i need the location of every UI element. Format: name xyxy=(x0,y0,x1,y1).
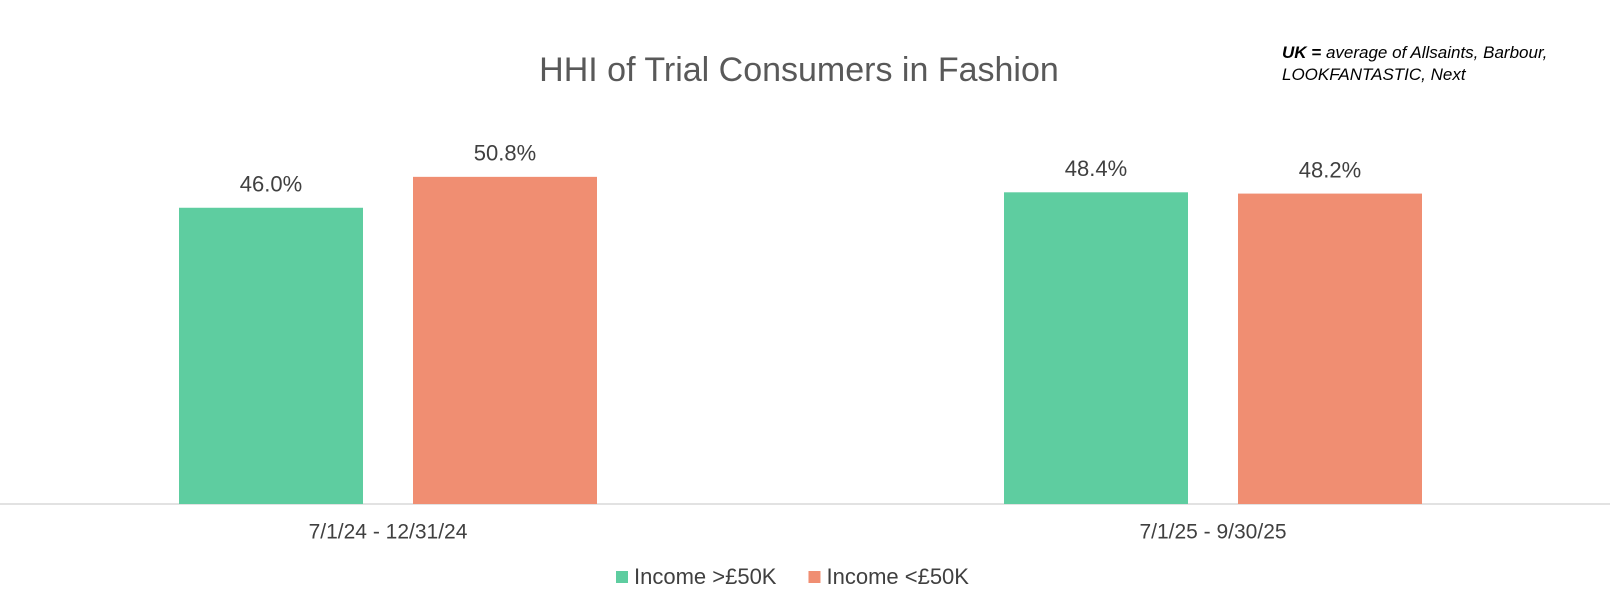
legend-swatch xyxy=(808,571,821,583)
bar xyxy=(1004,192,1188,504)
bar xyxy=(1238,193,1422,505)
legend-label: Income <£50K xyxy=(826,564,969,589)
annotation-bold: UK = xyxy=(1282,43,1322,62)
bar xyxy=(413,176,597,504)
chart-title: HHI of Trial Consumers in Fashion xyxy=(539,51,1059,89)
x-tick-label: 7/1/24 - 12/31/24 xyxy=(309,521,468,544)
data-label: 46.0% xyxy=(240,172,302,197)
data-label: 48.2% xyxy=(1299,157,1361,182)
annotation: UK = average of Allsaints, Barbour, LOOK… xyxy=(1282,42,1610,86)
annotation-text: average of Allsaints, Barbour, LOOKFANTA… xyxy=(1282,43,1548,84)
x-tick-label: 7/1/25 - 9/30/25 xyxy=(1139,521,1286,544)
legend-swatch xyxy=(616,571,628,583)
data-label: 50.8% xyxy=(474,141,536,166)
data-label: 48.4% xyxy=(1065,156,1127,181)
legend-label: Income >£50K xyxy=(634,564,777,589)
bar xyxy=(179,207,363,504)
